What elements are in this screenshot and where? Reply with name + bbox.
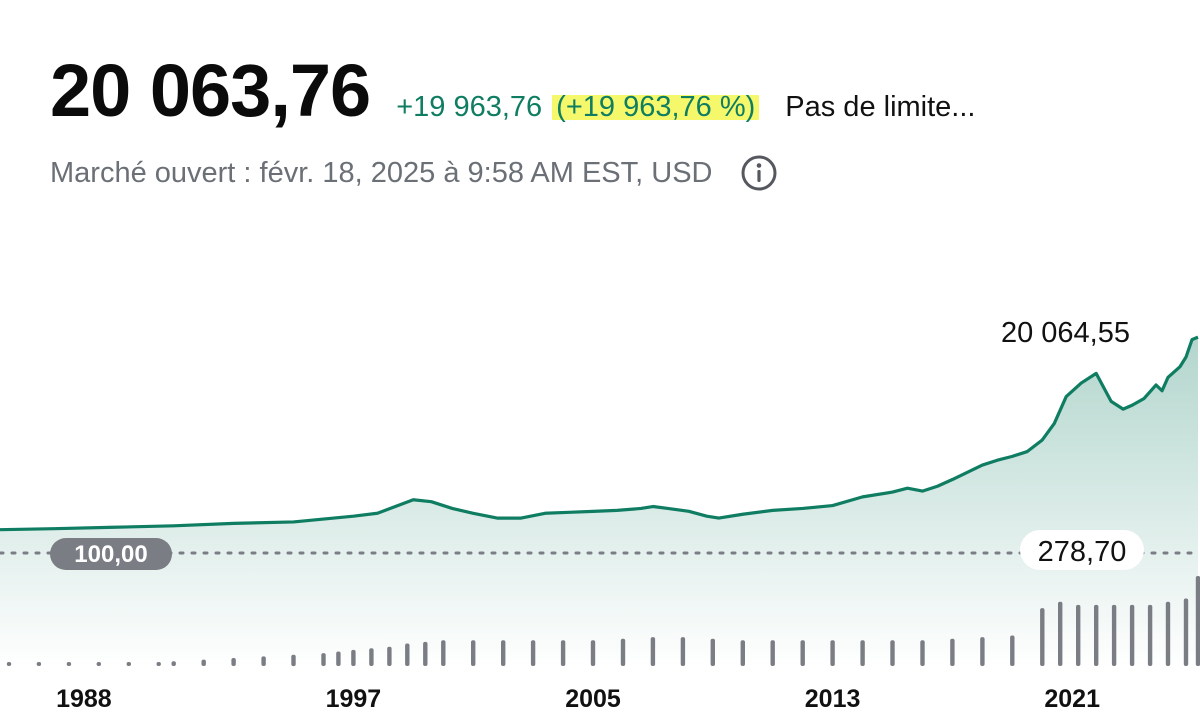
volume-bar [1183, 598, 1189, 666]
volume-bar [351, 649, 356, 666]
volume-bar [1040, 608, 1045, 666]
volume-bar [830, 640, 835, 666]
reference-pill-label: 100,00 [74, 541, 147, 568]
price-area-fill [0, 337, 1198, 668]
volume-bar [590, 640, 596, 666]
chart-annotations: 20 064,55 278,70 [1001, 317, 1144, 570]
volume-bar [321, 653, 326, 666]
x-tick-label: 2013 [805, 685, 861, 712]
volume-bar [201, 659, 206, 666]
volume-bar [405, 643, 410, 666]
x-tick-label: 2021 [1044, 685, 1100, 712]
volume-bar [1195, 576, 1200, 666]
volume-bar [1111, 604, 1117, 666]
volume-bar [800, 640, 805, 666]
price-series-line [0, 335, 1199, 532]
volume-bar [6, 662, 12, 666]
volume-bar [650, 637, 656, 666]
volume-value-label: 278,70 [1038, 536, 1127, 568]
reference-pill-bg [50, 538, 172, 570]
x-tick-label: 2005 [565, 685, 621, 712]
volume-bars [6, 576, 1200, 667]
volume-bar [261, 656, 266, 666]
volume-bar [560, 640, 566, 666]
quote-header: 20 063,76 +19 963,76 (+19 963,76 %) Pas … [50, 48, 1180, 193]
volume-bar [1147, 604, 1153, 666]
quote-row: 20 063,76 +19 963,76 (+19 963,76 %) Pas … [50, 48, 1180, 133]
volume-bar [1094, 604, 1099, 666]
volume-bar [369, 648, 374, 666]
volume-bar [620, 638, 626, 666]
x-axis-ticks: 1988 1997 2005 2013 2021 [56, 685, 1100, 712]
volume-bar [36, 662, 42, 666]
volume-bar [1076, 604, 1081, 666]
change-absolute: +19 963,76 [396, 91, 543, 123]
volume-bar [980, 637, 985, 666]
info-icon[interactable] [739, 153, 779, 193]
x-tick-label: 1997 [326, 685, 382, 712]
volume-bar [1165, 601, 1171, 666]
volume-bar [387, 646, 392, 666]
volume-bar [770, 640, 775, 666]
volume-bar [710, 638, 715, 666]
volume-bar [890, 640, 895, 666]
x-tick-label: 1988 [56, 685, 112, 712]
volume-bar [1010, 635, 1015, 666]
volume-bar [680, 637, 686, 666]
volume-bar [1129, 604, 1135, 666]
current-price: 20 063,76 [50, 49, 371, 132]
volume-bar [291, 654, 296, 667]
volume-bar [336, 651, 341, 666]
volume-label-bg [1020, 530, 1144, 570]
volume-bar [501, 640, 506, 666]
volume-bar [740, 640, 745, 666]
volume-bar [530, 640, 536, 666]
volume-bar [231, 658, 236, 666]
volume-bar [471, 640, 476, 666]
volume-bar [920, 640, 925, 666]
volume-bar [1058, 601, 1063, 666]
volume-bar [423, 641, 428, 666]
volume-bar [126, 662, 131, 666]
market-status: Marché ouvert : févr. 18, 2025 à 9:58 AM… [50, 156, 713, 189]
volume-bar [860, 640, 865, 666]
volume-bar [96, 662, 101, 666]
volume-bar [441, 640, 446, 666]
volume-bar [66, 662, 72, 666]
reference-pill: 100,00 [50, 538, 172, 570]
price-line [0, 335, 1199, 532]
price-area [0, 337, 1198, 668]
volume-bar [950, 638, 955, 666]
volume-bar [171, 661, 176, 666]
range-selector-label[interactable]: Pas de limite... [785, 91, 976, 123]
market-status-row: Marché ouvert : févr. 18, 2025 à 9:58 AM… [50, 153, 1180, 193]
volume-bar [156, 662, 161, 666]
change-percent: (+19 963,76 %) [552, 91, 760, 124]
max-value-label: 20 064,55 [1001, 317, 1130, 349]
